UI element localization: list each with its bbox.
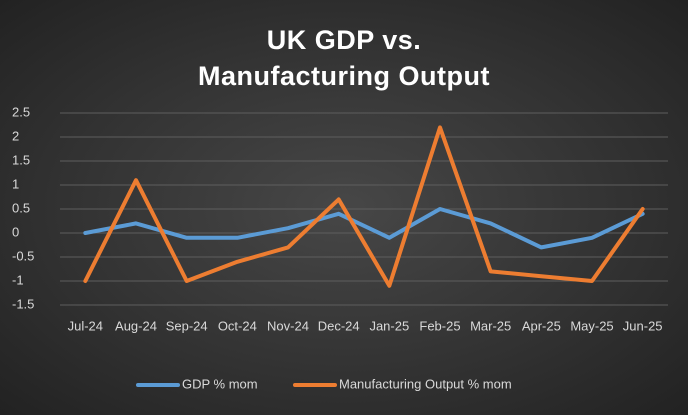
x-tick-label: Jun-25 bbox=[623, 318, 663, 333]
y-tick-label: -1.5 bbox=[12, 296, 34, 311]
legend-label: Manufacturing Output % mom bbox=[339, 376, 512, 391]
x-tick-label: Nov-24 bbox=[267, 318, 309, 333]
x-tick-label: Sep-24 bbox=[166, 318, 208, 333]
y-tick-label: 1.5 bbox=[12, 152, 30, 167]
y-tick-label: 2.5 bbox=[12, 104, 30, 119]
y-tick-label: 0.5 bbox=[12, 200, 30, 215]
x-tick-label: May-25 bbox=[570, 318, 613, 333]
chart-title: UK GDP vs. Manufacturing Output bbox=[198, 25, 490, 91]
x-tick-label: Dec-24 bbox=[318, 318, 360, 333]
x-tick-label: Aug-24 bbox=[115, 318, 157, 333]
x-tick-label: Mar-25 bbox=[470, 318, 511, 333]
y-tick-label: 2 bbox=[12, 128, 19, 143]
x-tick-label: Apr-25 bbox=[522, 318, 561, 333]
y-tick-label: -0.5 bbox=[12, 248, 34, 263]
y-tick-label: 1 bbox=[12, 176, 19, 191]
x-tick-label: Jan-25 bbox=[369, 318, 409, 333]
legend-label: GDP % mom bbox=[182, 376, 258, 391]
x-tick-label: Feb-25 bbox=[419, 318, 460, 333]
y-tick-label: -1 bbox=[12, 272, 24, 287]
x-tick-label: Oct-24 bbox=[218, 318, 257, 333]
data-line bbox=[83, 207, 645, 250]
x-tick-label: Jul-24 bbox=[68, 318, 103, 333]
y-tick-label: 0 bbox=[12, 224, 19, 239]
data-line bbox=[83, 125, 645, 288]
